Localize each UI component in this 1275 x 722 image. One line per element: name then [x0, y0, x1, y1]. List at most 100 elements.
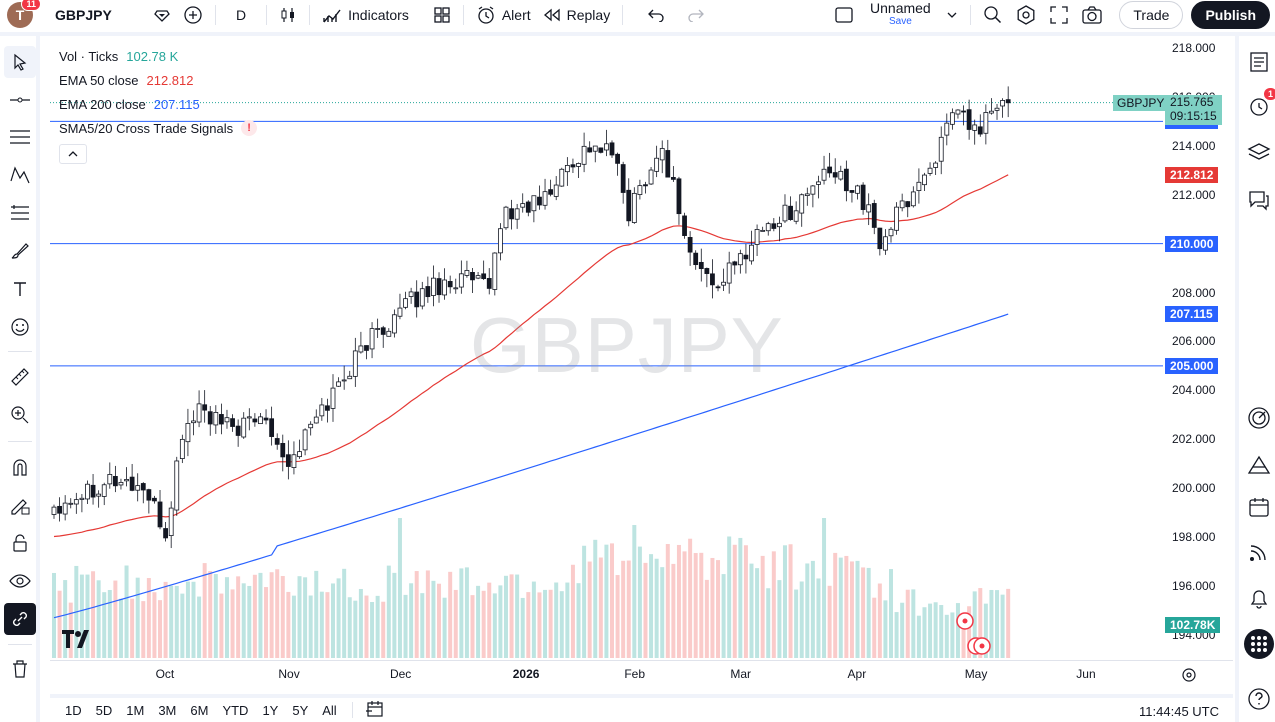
candle-body: [191, 420, 196, 424]
templates-icon[interactable]: [427, 1, 457, 29]
candle-body: [821, 168, 827, 181]
eye-icon[interactable]: [4, 565, 36, 597]
range-button-1y[interactable]: 1Y: [262, 702, 279, 718]
volume-bar: [699, 552, 704, 658]
emoji-icon[interactable]: [4, 311, 36, 343]
ideas-icon[interactable]: [1243, 449, 1275, 481]
user-avatar[interactable]: T 11: [7, 0, 41, 28]
apps-grid-icon[interactable]: [1243, 628, 1275, 660]
warning-icon[interactable]: !: [241, 120, 258, 136]
trash-icon[interactable]: [4, 653, 36, 685]
notification-bell-icon[interactable]: [1243, 582, 1275, 614]
range-button-5d[interactable]: 5D: [95, 702, 113, 718]
pattern-icon[interactable]: [4, 159, 36, 191]
volume-bar: [995, 590, 1000, 658]
candle-body: [380, 327, 386, 335]
text-icon[interactable]: [4, 273, 36, 305]
layout-checkbox[interactable]: [828, 1, 860, 29]
trade-button[interactable]: Trade: [1119, 1, 1184, 29]
cursor-icon[interactable]: [4, 46, 36, 78]
candle-body: [391, 314, 397, 334]
interval-button[interactable]: D: [236, 7, 247, 23]
chart-pane[interactable]: [50, 36, 1163, 660]
date-range-icon[interactable]: [365, 700, 385, 721]
alert-button[interactable]: Alert: [470, 1, 537, 29]
ema200-line: [53, 313, 1009, 619]
publish-button[interactable]: Publish: [1191, 1, 1270, 29]
symbol-search-button[interactable]: GBPJPY: [55, 7, 112, 23]
range-button-ytd[interactable]: YTD: [222, 702, 249, 718]
replay-button[interactable]: Replay: [537, 1, 617, 29]
alerts-clock-icon[interactable]: 1: [1243, 88, 1275, 122]
horizontal-lines-icon[interactable]: [4, 121, 36, 153]
link-icon[interactable]: [4, 603, 36, 635]
legend-volume[interactable]: Vol · Ticks 102.78 K: [59, 48, 179, 64]
candle-body: [843, 168, 849, 192]
target-icon[interactable]: [1243, 402, 1275, 434]
legend-ema200[interactable]: EMA 200 close 207.115: [59, 96, 200, 112]
candle-body: [922, 174, 927, 186]
calendar-icon[interactable]: [1243, 491, 1275, 523]
candle-body: [866, 204, 872, 213]
layers-icon[interactable]: [1243, 136, 1275, 168]
volume-bar: [743, 545, 748, 658]
price-scale[interactable]: 218.000216.000214.000212.000210.000208.0…: [1113, 36, 1233, 660]
scale-settings-icon[interactable]: [1181, 667, 1197, 686]
candles-icon[interactable]: [273, 1, 303, 29]
add-symbol-button[interactable]: [177, 1, 209, 29]
camera-icon[interactable]: [1075, 1, 1109, 29]
magnet-icon[interactable]: [4, 451, 36, 483]
chevron-up-icon: [68, 151, 78, 157]
legend-sma-cross[interactable]: SMA5/20 Cross Trade Signals !: [59, 116, 258, 140]
watchlist-icon[interactable]: [1243, 46, 1275, 78]
volume-bar: [79, 574, 84, 658]
price-level-label[interactable]: 207.115: [1165, 306, 1218, 323]
redo-icon[interactable]: [681, 1, 711, 29]
current-price-label[interactable]: 215.765 09:15:15: [1165, 94, 1222, 125]
range-button-3m[interactable]: 3M: [158, 702, 177, 718]
price-chart[interactable]: [50, 36, 1163, 660]
price-level-label[interactable]: 205.000: [1165, 357, 1219, 374]
volume-bar: [855, 560, 860, 658]
chevron-down-icon[interactable]: [940, 1, 964, 29]
candle-body: [961, 110, 966, 113]
layout-name-button[interactable]: Unnamed Save: [870, 0, 931, 27]
time-tick: Oct: [155, 667, 175, 681]
indicators-button[interactable]: Indicators: [316, 1, 415, 29]
undo-icon[interactable]: [641, 1, 671, 29]
price-level-label[interactable]: 212.812: [1165, 166, 1219, 183]
zoom-in-icon[interactable]: [4, 399, 36, 431]
candle-body: [85, 483, 90, 500]
pencil-lock-icon[interactable]: [4, 489, 36, 521]
settings-gear-icon[interactable]: [1009, 1, 1043, 29]
candle-body: [112, 476, 118, 487]
trend-line-icon[interactable]: [4, 84, 36, 116]
range-button-all[interactable]: All: [322, 702, 337, 718]
range-button-5y[interactable]: 5Y: [292, 702, 309, 718]
price-level-label[interactable]: 210.000: [1165, 235, 1219, 252]
range-button-1m[interactable]: 1M: [126, 702, 145, 718]
diamond-icon[interactable]: [147, 1, 177, 29]
brush-icon[interactable]: [4, 235, 36, 267]
fib-icon[interactable]: [4, 197, 36, 229]
range-button-6m[interactable]: 6M: [190, 702, 209, 718]
range-button-1d[interactable]: 1D: [65, 702, 82, 718]
time-scale[interactable]: Oct Nov Dec 2026 Feb Mar Apr May Jun: [50, 660, 1233, 688]
volume-bar: [676, 544, 681, 658]
legend-ema50[interactable]: EMA 50 close 212.812: [59, 72, 194, 88]
quick-search-icon[interactable]: [977, 1, 1009, 29]
fullscreen-icon[interactable]: [1043, 1, 1075, 29]
timezone-clock[interactable]: 11:44:45 UTC: [1139, 704, 1219, 719]
lock-icon[interactable]: [4, 527, 36, 559]
help-icon[interactable]: [1243, 683, 1275, 715]
candle-body: [983, 112, 989, 134]
volume-bar: [531, 581, 536, 658]
broadcast-icon[interactable]: [1243, 536, 1275, 568]
ruler-icon[interactable]: [4, 361, 36, 393]
candle-body: [386, 330, 392, 337]
legend-collapse-button[interactable]: [59, 144, 87, 164]
volume-bar: [961, 612, 966, 658]
volume-bar: [905, 589, 910, 658]
candle-body: [587, 147, 593, 153]
chat-icon[interactable]: [1243, 184, 1275, 216]
